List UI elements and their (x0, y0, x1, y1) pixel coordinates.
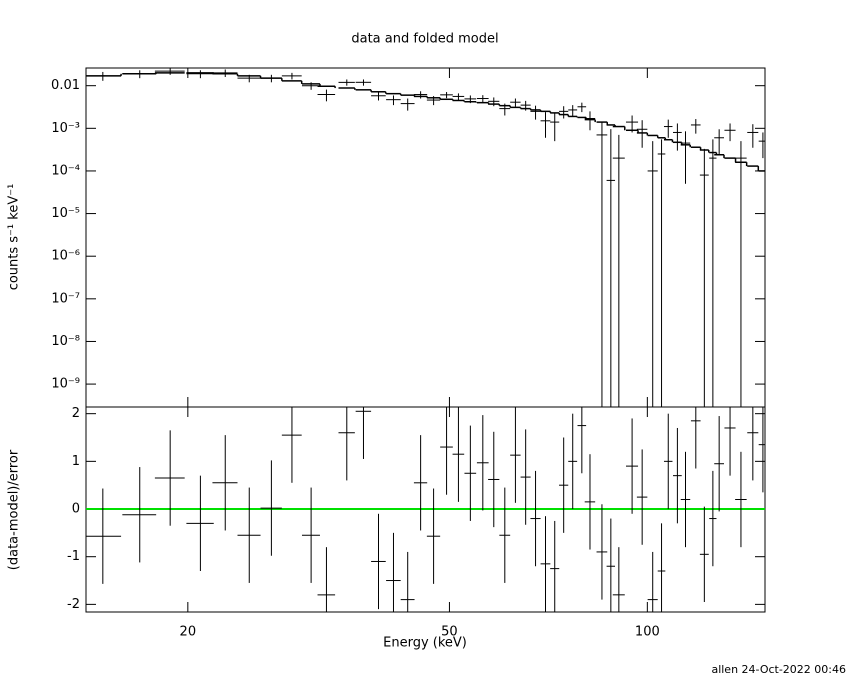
plot-frame (85, 67, 766, 408)
y-tick-label: 0 (72, 502, 80, 517)
y-tick-label: 1 (72, 454, 80, 469)
x-axis-label: Energy (keV) (383, 636, 467, 651)
y-tick-label: 0.01 (51, 78, 80, 93)
chart-title: data and folded model (351, 32, 498, 47)
y-tick-label: -2 (67, 597, 80, 612)
footer: allen 24-Oct-2022 00:46 (711, 663, 846, 676)
y-tick-label: -1 (67, 549, 80, 564)
y-tick-label: 10⁻⁶ (51, 249, 80, 264)
y-tick-label: 10⁻⁷ (51, 291, 80, 306)
y-axis-label: (data-model)/error (7, 449, 22, 570)
x-tick-label: 50 (441, 625, 458, 640)
x-tick-label: 100 (635, 625, 660, 640)
y-tick-label: 10⁻⁵ (51, 206, 80, 221)
y-tick-label: 2 (72, 406, 80, 421)
x-tick-label: 20 (180, 625, 197, 640)
y-tick-label: 10⁻⁴ (51, 163, 80, 178)
y-axis-label: counts s⁻¹ keV⁻¹ (7, 184, 22, 291)
y-tick-label: 10⁻⁹ (51, 377, 80, 392)
y-tick-label: 10⁻³ (51, 121, 80, 136)
y-tick-label: 10⁻⁸ (51, 334, 80, 349)
